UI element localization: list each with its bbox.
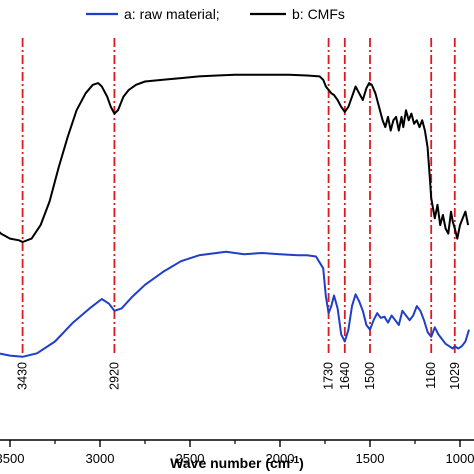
x-tick-label-2500: 2500 [176, 451, 205, 466]
series-layer [0, 73, 470, 358]
reference-label-2920: 2920 [107, 362, 121, 390]
x-tick-label-3500: 3500 [0, 451, 24, 466]
x-tick-label-3000: 3000 [86, 451, 115, 466]
reference-label-1500: 1500 [363, 362, 377, 390]
legend-label-raw-material: a: raw material; [124, 6, 220, 22]
reference-labels: 3430 2920 1730 1640 1500 1160 1029 [16, 362, 462, 390]
x-axis-ticks: 3500 3000 2500 2000 1500 1000 [0, 440, 474, 466]
reference-label-1160: 1160 [424, 362, 438, 389]
reference-label-3430: 3430 [16, 362, 30, 390]
series-line-b [0, 73, 470, 243]
legend-label-cmfs: b: CMFs [292, 6, 345, 22]
x-tick-label-1500: 1500 [356, 451, 385, 466]
legend: a: raw material; b: CMFs [86, 6, 345, 22]
reference-lines [21, 38, 456, 355]
plot-area: 3430 2920 1730 1640 1500 1160 1029 [0, 38, 470, 390]
x-axis-title: Wave number (cm-1) [170, 455, 304, 471]
reference-label-1730: 1730 [322, 362, 336, 390]
x-tick-label-2000: 2000 [266, 451, 295, 466]
series-line-a [0, 250, 470, 358]
reference-label-1029: 1029 [448, 362, 462, 390]
reference-label-1640: 1640 [338, 362, 352, 390]
x-tick-label-1000: 1000 [446, 451, 474, 466]
